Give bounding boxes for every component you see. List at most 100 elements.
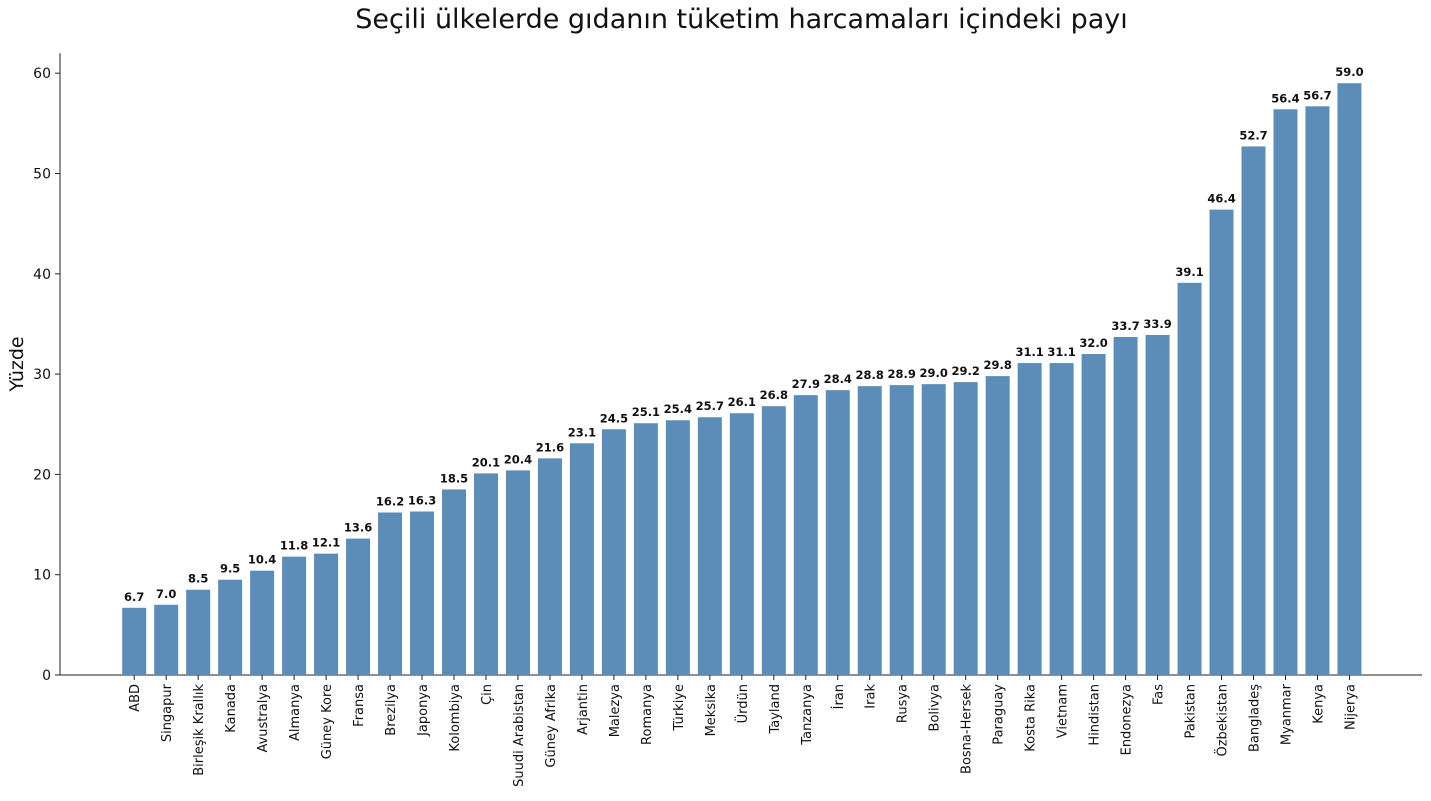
bar	[122, 607, 147, 675]
y-tick-label: 0	[42, 668, 51, 684]
bar	[442, 489, 466, 675]
x-axis: ABD Singapur Birleşik Krallık Kanada Avustra…	[60, 674, 1422, 787]
y-axis-label: Yüzde	[6, 336, 28, 392]
bar-value-label: 13.6	[344, 521, 372, 535]
bar	[186, 589, 211, 675]
x-tick-label: Japonya	[416, 684, 431, 737]
x-tick-label: Myanmar	[1279, 683, 1294, 745]
bar-value-label: 52.7	[1239, 128, 1267, 142]
x-tick-label: Kenya	[1311, 684, 1326, 724]
bar-value-label: 29.2	[951, 364, 979, 378]
bar-value-label: 39.1	[1175, 265, 1203, 279]
bar	[1113, 336, 1138, 675]
y-tick-label: 10	[33, 568, 51, 584]
bar-value-label: 29.8	[983, 358, 1011, 372]
x-tick-label: Rusya	[896, 684, 911, 723]
bar	[857, 386, 882, 675]
bar	[921, 384, 946, 675]
bar	[1145, 334, 1170, 675]
bars-group	[122, 83, 1362, 676]
x-tick-label: Fas	[1152, 684, 1167, 705]
x-tick-label: Tanzanya	[800, 684, 815, 746]
bar	[665, 420, 690, 675]
chart-title: Seçili ülkelerde gıdanın tüketim harcama…	[355, 4, 1128, 35]
x-tick-label: Kosta Rika	[1024, 684, 1039, 752]
x-tick-label: Malezya	[608, 684, 623, 737]
bar	[793, 395, 818, 675]
bar	[378, 512, 403, 675]
bar	[569, 443, 594, 675]
x-tick-label: Bangladeş	[1248, 684, 1263, 752]
bar-value-label: 12.1	[312, 536, 340, 550]
x-tick-label: Arjantin	[576, 684, 591, 735]
bar-value-label: 33.9	[1143, 317, 1171, 331]
x-tick-label: Romanya	[640, 684, 655, 745]
bar	[282, 556, 307, 675]
x-tick-label: Kanada	[224, 684, 239, 733]
x-tick-label: ABD	[128, 684, 143, 712]
bar	[729, 413, 754, 675]
bar	[505, 470, 530, 675]
x-tick-label: Bosna-Hersek	[960, 684, 975, 774]
y-axis: 0 10 20 30 40 50 60	[33, 53, 61, 684]
y-tick-label: 60	[33, 66, 51, 82]
bar-value-label: 28.9	[888, 367, 916, 381]
bar-value-label: 27.9	[792, 377, 820, 391]
bar-value-label: 33.7	[1111, 319, 1139, 333]
bar-value-label: 10.4	[248, 553, 276, 567]
bar-value-label: 23.1	[568, 425, 596, 439]
bar-value-label: 46.4	[1207, 192, 1235, 206]
x-tick-label: Vietnam	[1056, 684, 1071, 738]
bar	[154, 604, 179, 675]
bar-value-label: 56.7	[1303, 88, 1331, 102]
bar-value-label: 8.5	[188, 572, 208, 586]
bar	[537, 458, 562, 675]
bar-value-label: 9.5	[220, 562, 240, 576]
x-tick-label: Almanya	[288, 684, 303, 741]
x-tick-label: Nijerya	[1343, 684, 1358, 730]
x-tick-label: Irak	[864, 684, 879, 709]
x-tick-label: Güney Kore	[320, 684, 335, 759]
bar-value-label: 16.3	[408, 494, 436, 508]
bar-value-label: 32.0	[1079, 336, 1107, 350]
bar	[1209, 209, 1234, 675]
bar-value-label: 21.6	[536, 440, 564, 454]
value-labels-group: 6.7 7.0 8.5 9.5 10.4 11.8 12.1 13.6 16.2 16.3 18.5…	[124, 65, 1364, 604]
bar	[1081, 354, 1106, 675]
x-tick-label: Singapur	[160, 683, 175, 742]
bar-value-label: 29.0	[920, 366, 948, 380]
x-tick-label: Endonezya	[1120, 684, 1135, 755]
bar	[761, 406, 786, 675]
bar-value-label: 28.8	[856, 368, 884, 382]
bar	[346, 538, 371, 675]
bar-value-label: 31.1	[1015, 345, 1043, 359]
bar	[1017, 363, 1042, 675]
bar	[1305, 106, 1330, 675]
bar	[473, 473, 498, 675]
x-tick-label: Brezilya	[384, 684, 399, 736]
y-tick-label: 40	[33, 267, 51, 283]
bar-value-label: 18.5	[440, 471, 468, 485]
x-tick-label: Pakistan	[1184, 684, 1199, 738]
x-tick-label: Türkiye	[672, 684, 687, 732]
bar-value-label: 31.1	[1047, 345, 1075, 359]
bar	[314, 553, 339, 675]
bar-value-label: 59.0	[1335, 65, 1363, 79]
x-tick-label: Özbekistan	[1214, 684, 1231, 757]
bar	[1241, 146, 1266, 675]
bar-value-label: 7.0	[156, 587, 176, 601]
bar-value-label: 25.1	[632, 405, 660, 419]
x-tick-label: Kolombiya	[448, 684, 463, 752]
y-tick-label: 50	[33, 167, 51, 183]
x-tick-label: Fransa	[352, 684, 367, 727]
x-tick-label: Hindistan	[1088, 684, 1103, 746]
bar-value-label: 11.8	[280, 539, 308, 553]
bar	[633, 423, 658, 675]
bar-value-label: 56.4	[1271, 91, 1299, 105]
bar	[825, 390, 850, 675]
bar	[1049, 363, 1074, 675]
bar	[1273, 109, 1298, 676]
bar-value-label: 24.5	[600, 411, 628, 425]
bar	[985, 376, 1010, 675]
bar	[697, 417, 722, 675]
